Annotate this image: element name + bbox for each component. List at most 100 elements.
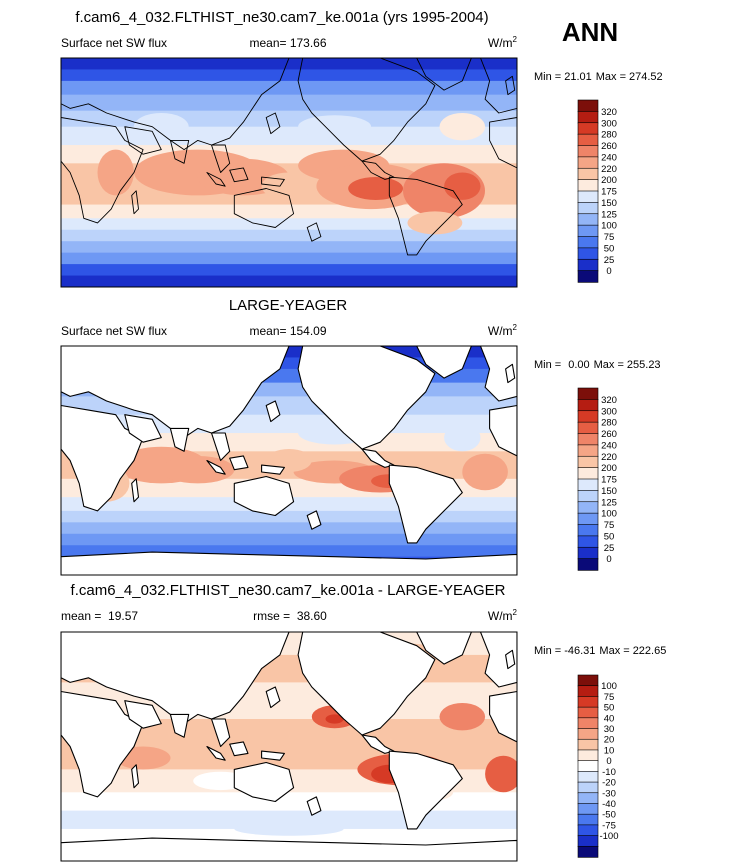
field-band [61, 252, 517, 265]
field-band [61, 204, 517, 219]
continent-newZealand [306, 510, 322, 530]
field-feature [485, 755, 517, 793]
colorbar-swatch [577, 546, 599, 560]
continent-greenland [416, 58, 472, 91]
colorbar-swatch [577, 835, 599, 848]
colorbar-swatch [577, 202, 599, 215]
continent-uk [505, 649, 516, 670]
map-area [61, 632, 517, 861]
colorbar-swatch [577, 501, 599, 514]
field-feature [439, 703, 486, 731]
panel-mean-label: mean= 173.66 [249, 36, 326, 50]
colorbar-tick-label: -10 [602, 767, 616, 778]
continent-sumatra [206, 745, 226, 761]
continent-indochina [210, 718, 231, 748]
field-band [61, 218, 517, 231]
continent-europeEast [479, 632, 517, 688]
colorbar-swatch [577, 410, 599, 423]
continent-africa [61, 404, 144, 512]
panel-units-label: W/m2 [488, 608, 518, 623]
field-band [61, 810, 517, 830]
colorbar-swatch [577, 258, 599, 272]
continents [61, 632, 517, 861]
colorbar-tick-label: 260 [601, 141, 617, 152]
continent-indochina [210, 432, 231, 462]
colorbar-tick-label: 40 [604, 713, 615, 724]
colorbar-swatch [577, 179, 599, 192]
colorbar-tick-label: 240 [601, 152, 617, 163]
colorbar-swatch [577, 133, 599, 147]
colorbar-swatch [577, 421, 599, 435]
field-features [83, 421, 508, 502]
continent-india [169, 139, 190, 164]
panel-units-label: W/m2 [488, 35, 518, 50]
colorbar-swatch [577, 760, 599, 773]
colorbar-tick-label: 320 [601, 107, 617, 118]
field-band [61, 94, 517, 112]
map-frame [60, 57, 518, 288]
colorbar-swatch [577, 111, 599, 124]
continent-arabia [124, 414, 162, 443]
colorbar-tick-label: 50 [604, 243, 615, 254]
colorbar-tick-label: 75 [604, 232, 615, 243]
panel-mean-label: mean = 19.57 [61, 609, 138, 623]
continent-australia [233, 761, 295, 803]
field-feature [462, 453, 508, 491]
continent-arabia [124, 126, 162, 155]
continent-uk [505, 75, 516, 96]
colorbar-swatch [577, 467, 599, 480]
continent-northAmerica [297, 632, 436, 736]
colorbar-swatch [577, 803, 599, 815]
continent-newGuinea [261, 750, 285, 761]
colorbar-tick-label: -50 [602, 810, 616, 821]
colorbar-swatch [577, 674, 599, 687]
colorbar-swatch [577, 399, 599, 412]
colorbar-tick-label: 240 [601, 440, 617, 451]
continent-northAmerica [297, 58, 436, 162]
continent-antarctica [61, 837, 517, 861]
colorbar-tick-label: 280 [601, 418, 617, 429]
colorbar-tick-label: 50 [604, 703, 615, 714]
colorbar-swatch [577, 156, 599, 169]
colorbar-tick-label: 50 [604, 531, 615, 542]
panel-variable-label: Surface net SW flux [61, 324, 167, 338]
colorbar-swatch [577, 478, 599, 492]
stats-min-max: Min = -46.31 Max = 222.65 [534, 645, 666, 657]
colorbar-tick-label: -30 [602, 788, 616, 799]
colorbar-swatch [577, 813, 599, 826]
colorbar-swatch [577, 190, 599, 204]
continent-madagascar [131, 764, 140, 789]
field-band [61, 522, 517, 535]
continent-japan [265, 686, 281, 709]
stats-min-max: Min = 21.01 Max = 274.52 [534, 71, 663, 83]
colorbar-swatch [577, 771, 599, 783]
continent-sumatra [206, 172, 226, 187]
colorbar-swatch [577, 122, 599, 135]
colorbar-tick-label: 0 [606, 554, 611, 565]
continent-australia [233, 475, 295, 517]
continent-eurasia [61, 632, 290, 725]
map-frame [60, 345, 518, 576]
stats-min-max: Min = 0.00 Max = 255.23 [534, 359, 661, 371]
continent-newZealand [306, 796, 322, 816]
panel-variable-label: Surface net SW flux [61, 36, 167, 50]
continent-japan [265, 400, 281, 423]
colorbar-swatch [577, 145, 599, 158]
continent-southAmerica [388, 750, 463, 830]
field-band [61, 241, 517, 254]
continents [61, 346, 517, 575]
colorbar-tick-label: -20 [602, 778, 616, 789]
colorbar-tick-label: 125 [601, 209, 617, 220]
colorbar-swatch [577, 213, 599, 226]
colorbar-tick-label: 125 [601, 497, 617, 508]
continent-madagascar [131, 478, 140, 503]
panel-units-label: W/m2 [488, 323, 518, 338]
colorbar-tick-label: 0 [606, 266, 611, 277]
colorbar-swatch [577, 490, 599, 503]
colorbar-tick-label: 320 [601, 395, 617, 406]
colorbar-tick-label: 25 [604, 255, 615, 266]
colorbar-swatch [577, 247, 599, 260]
colorbar-tick-label: 260 [601, 429, 617, 440]
continent-africa [61, 690, 144, 798]
